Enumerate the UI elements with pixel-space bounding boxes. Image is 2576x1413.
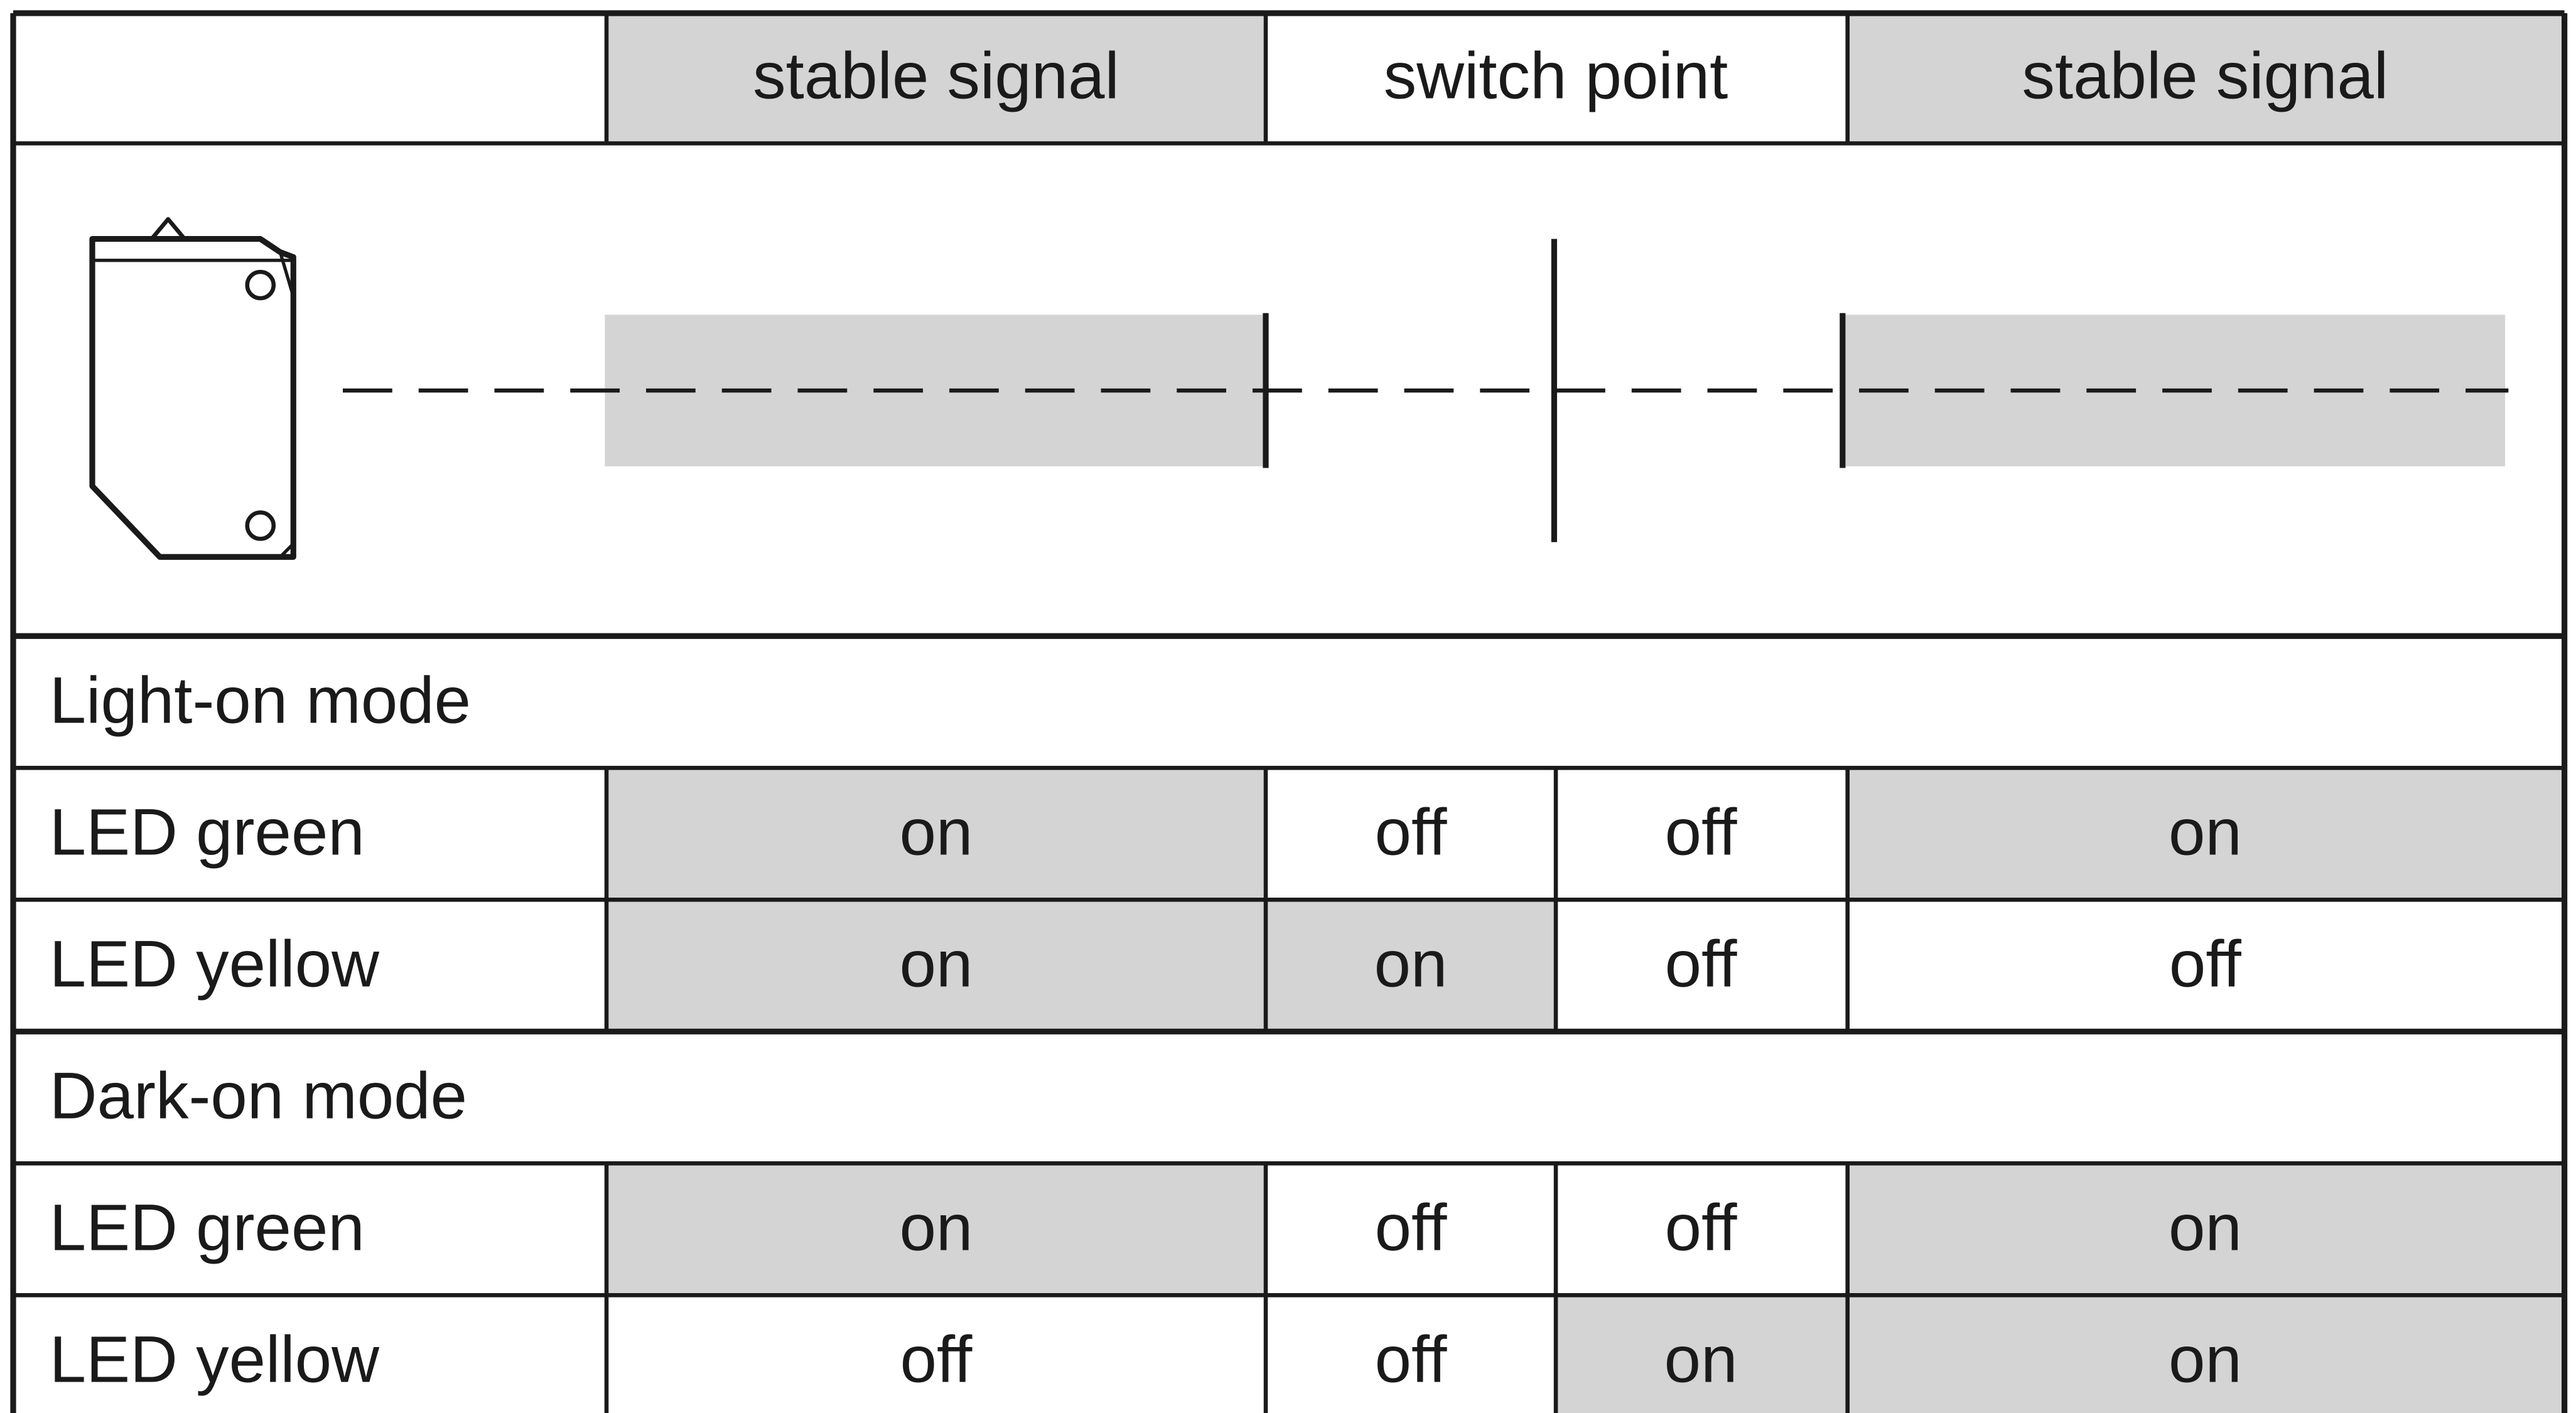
cell: on [1374,927,1448,1001]
shade [606,768,1266,900]
cell: on [900,927,973,1001]
cell: off [1665,795,1738,869]
cell: on [1664,1323,1738,1396]
shade [1847,1163,2565,1296]
cell: off [2169,927,2242,1001]
header-cell: stable signal [2022,39,2388,112]
cell: on [2169,1323,2242,1396]
shading [606,13,2565,1413]
grid [10,10,2568,1413]
shade [1847,768,2565,900]
signal-zone [605,314,1266,466]
shade [1556,1295,1848,1413]
shade [1266,900,1556,1032]
shade [1847,13,2565,144]
mode-title: Dark-on mode [50,1059,467,1132]
shade [1847,1295,2565,1413]
row-label: LED yellow [50,1323,380,1396]
row-label: LED green [50,1191,365,1264]
cell: off [1665,927,1738,1001]
shade [606,1163,1266,1296]
mode-title: Light-on mode [50,664,471,737]
texts: stable signal switch point stable signal… [50,39,2388,1396]
row-label: LED yellow [50,927,380,1001]
cell: on [900,1191,973,1264]
cell: off [1665,1191,1738,1264]
cell: off [1375,795,1448,869]
header-cell: switch point [1384,39,1728,112]
cell: on [2169,1191,2242,1264]
shade [606,900,1266,1032]
cell: on [900,795,973,869]
sensor-icon [89,217,296,560]
header-cell: stable signal [753,39,1119,112]
cell: on [2169,795,2242,869]
cell: off [1375,1323,1448,1396]
row-label: LED green [50,795,365,869]
cell: off [1375,1191,1448,1264]
beam-diagram [89,217,2509,560]
shade [606,13,1266,144]
cell: off [900,1323,973,1396]
